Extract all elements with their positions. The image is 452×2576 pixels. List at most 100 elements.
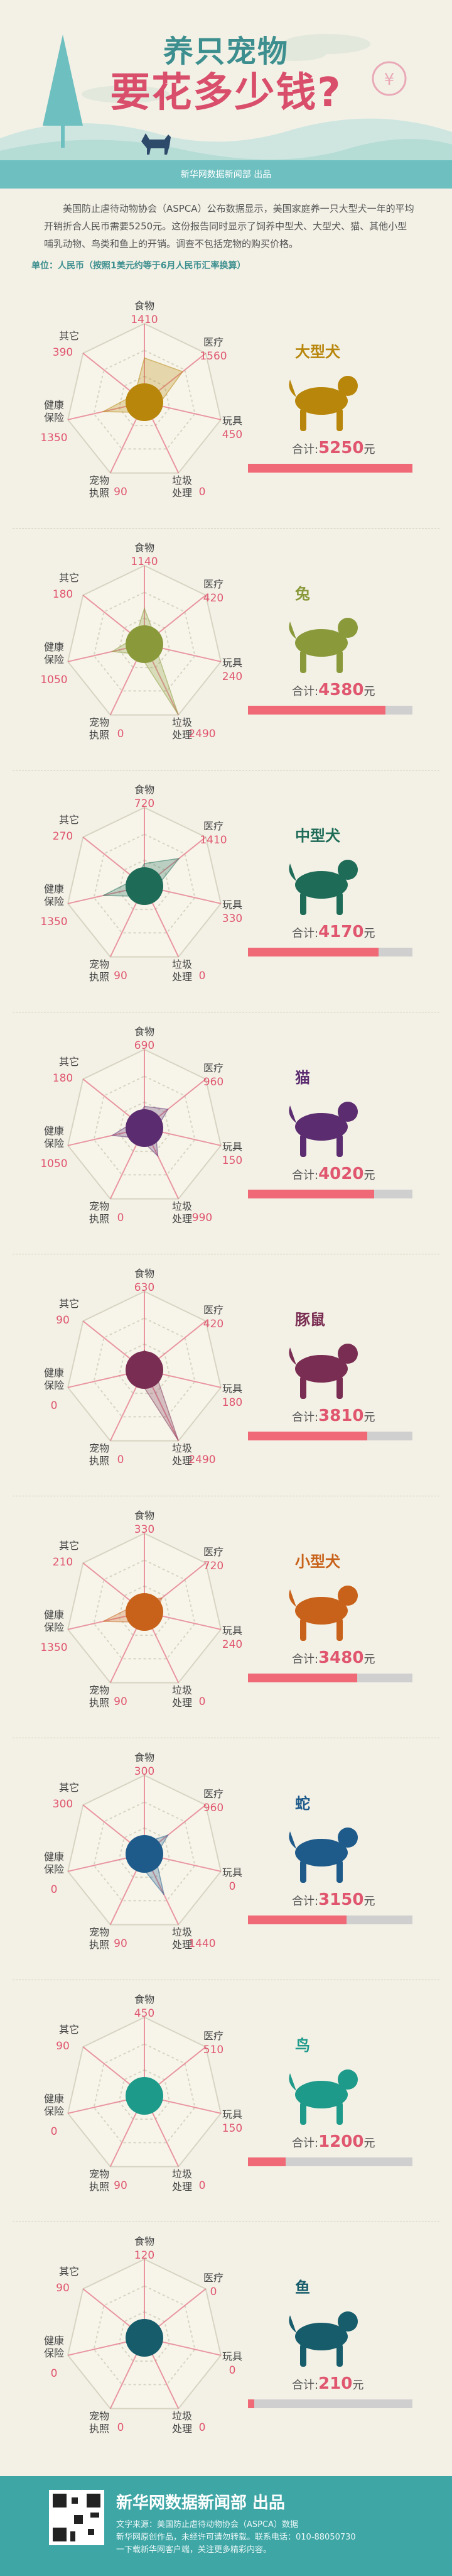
footer-source: 文字来源：美国防止虐待动物协会（ASPCA）数据 bbox=[116, 2520, 298, 2529]
category-label: 玩具 bbox=[222, 1383, 242, 1395]
fish-icon bbox=[289, 2311, 358, 2367]
total-cost-bar bbox=[248, 2157, 412, 2166]
category-label: 食物 bbox=[134, 1751, 154, 1763]
byline: 新华网数据新闻部 出品 bbox=[180, 170, 272, 180]
category-value-waste: 0 bbox=[199, 2421, 206, 2434]
total-cost-bar-fill bbox=[248, 948, 379, 956]
animal-name: 鸟 bbox=[295, 2037, 310, 2054]
category-label: 处理 bbox=[172, 971, 192, 983]
category-label: 玩具 bbox=[222, 1866, 242, 1878]
category-label: 执照 bbox=[89, 1697, 109, 1709]
footer-copyright: 新华网原创作品，未经许可请勿转载。联系电话：010-88050730 bbox=[116, 2533, 356, 2542]
category-value-toys: 450 bbox=[222, 429, 242, 441]
category-value-waste: 0 bbox=[199, 970, 206, 982]
total-cost-bar bbox=[248, 1190, 412, 1198]
category-value-medical: 960 bbox=[203, 1076, 223, 1088]
category-label: 处理 bbox=[172, 1939, 192, 1951]
category-value-license: 90 bbox=[114, 486, 127, 498]
radar-ring bbox=[118, 617, 171, 669]
category-label: 医疗 bbox=[203, 336, 223, 348]
radar-ring bbox=[93, 833, 196, 934]
category-label: 食物 bbox=[134, 784, 154, 796]
radar-center-dot bbox=[126, 1351, 163, 1389]
guinea-pig-icon bbox=[289, 1344, 358, 1399]
total-cost-bar-fill bbox=[248, 1916, 347, 1924]
svg-text:¥: ¥ bbox=[384, 70, 395, 89]
category-label: 其它 bbox=[59, 1540, 79, 1552]
category-value-medical: 510 bbox=[203, 2044, 223, 2056]
category-value-license: 90 bbox=[114, 1696, 127, 1708]
category-label: 垃圾 bbox=[172, 1442, 192, 1454]
category-label: 玩具 bbox=[222, 1141, 242, 1153]
category-label: 执照 bbox=[89, 2423, 109, 2435]
radar-ring bbox=[93, 591, 196, 692]
category-value-other: 180 bbox=[53, 588, 73, 601]
category-label: 宠物 bbox=[89, 1684, 109, 1696]
section-divider bbox=[13, 528, 439, 529]
cat-icon bbox=[289, 1102, 358, 1157]
category-value-medical: 720 bbox=[203, 1560, 223, 1572]
radar-ring bbox=[93, 1075, 196, 1176]
category-label: 食物 bbox=[134, 300, 154, 312]
category-value-medical: 960 bbox=[203, 1802, 223, 1814]
animal-section: 食物 1410 医疗 1560 玩具 450 垃圾 处理 0 宠物 执照 90 健康 保险 1350 其它 39… bbox=[0, 295, 452, 522]
category-value-license: 90 bbox=[114, 1937, 127, 1950]
snake-icon bbox=[289, 1828, 358, 1883]
category-label: 处理 bbox=[172, 2181, 192, 2193]
category-label: 医疗 bbox=[203, 2272, 223, 2284]
category-value-other: 90 bbox=[56, 2040, 70, 2053]
radar-center-dot bbox=[126, 1109, 163, 1147]
category-label: 保险 bbox=[44, 654, 64, 666]
category-label: 食物 bbox=[134, 542, 154, 554]
category-value-food: 1410 bbox=[131, 314, 158, 326]
category-label: 保险 bbox=[44, 2105, 64, 2117]
category-label: 健康 bbox=[44, 2335, 64, 2347]
category-label: 执照 bbox=[89, 487, 109, 499]
byline-band: 新华网数据新闻部 出品 bbox=[0, 160, 452, 189]
category-label: 其它 bbox=[59, 2266, 79, 2277]
category-value-insurance: 0 bbox=[51, 2367, 58, 2380]
category-label: 垃圾 bbox=[172, 1200, 192, 1212]
category-label: 健康 bbox=[44, 641, 64, 653]
category-label: 其它 bbox=[59, 330, 79, 342]
category-value-waste: 2490 bbox=[188, 728, 215, 740]
category-value-insurance: 1050 bbox=[40, 674, 67, 686]
total-cost-bar bbox=[248, 1674, 412, 1682]
animal-name: 中型犬 bbox=[295, 827, 340, 845]
total-cost-bar bbox=[248, 706, 412, 715]
category-label: 保险 bbox=[44, 1621, 64, 1633]
total-cost-bar-fill bbox=[248, 1674, 357, 1682]
category-value-insurance: 1050 bbox=[40, 1158, 67, 1170]
category-label: 保险 bbox=[44, 896, 64, 907]
category-value-waste: 0 bbox=[199, 1696, 206, 1708]
radar-ring bbox=[118, 2069, 171, 2120]
category-label: 医疗 bbox=[203, 1304, 223, 1316]
category-label: 其它 bbox=[59, 814, 79, 826]
category-label: 宠物 bbox=[89, 1926, 109, 1938]
category-label: 食物 bbox=[134, 1510, 154, 1521]
category-value-medical: 420 bbox=[203, 1318, 223, 1330]
category-label: 处理 bbox=[172, 729, 192, 741]
animal-name: 大型犬 bbox=[295, 343, 340, 361]
category-value-food: 330 bbox=[134, 1523, 154, 1536]
medium-dog-icon bbox=[289, 860, 358, 915]
category-label: 玩具 bbox=[222, 2108, 242, 2120]
radar-ring bbox=[118, 859, 171, 911]
category-value-medical: 420 bbox=[203, 592, 223, 605]
category-value-food: 1140 bbox=[131, 556, 158, 568]
qr-code-icon bbox=[49, 2490, 104, 2545]
category-label: 玩具 bbox=[222, 2350, 242, 2362]
page-title-line2: 要花多少钱? bbox=[110, 70, 342, 116]
category-value-toys: 180 bbox=[222, 1396, 242, 1409]
radar-center-dot bbox=[126, 2077, 163, 2115]
page-title-line1: 养只宠物 bbox=[163, 34, 289, 69]
category-value-other: 210 bbox=[53, 1556, 73, 1569]
radar-ring bbox=[118, 1827, 171, 1878]
footer: 新华网数据新闻部 出品 文字来源：美国防止虐待动物协会（ASPCA）数据 新华网… bbox=[0, 2476, 452, 2576]
animal-name: 猫 bbox=[295, 1069, 310, 1087]
category-label: 垃圾 bbox=[172, 2410, 192, 2422]
